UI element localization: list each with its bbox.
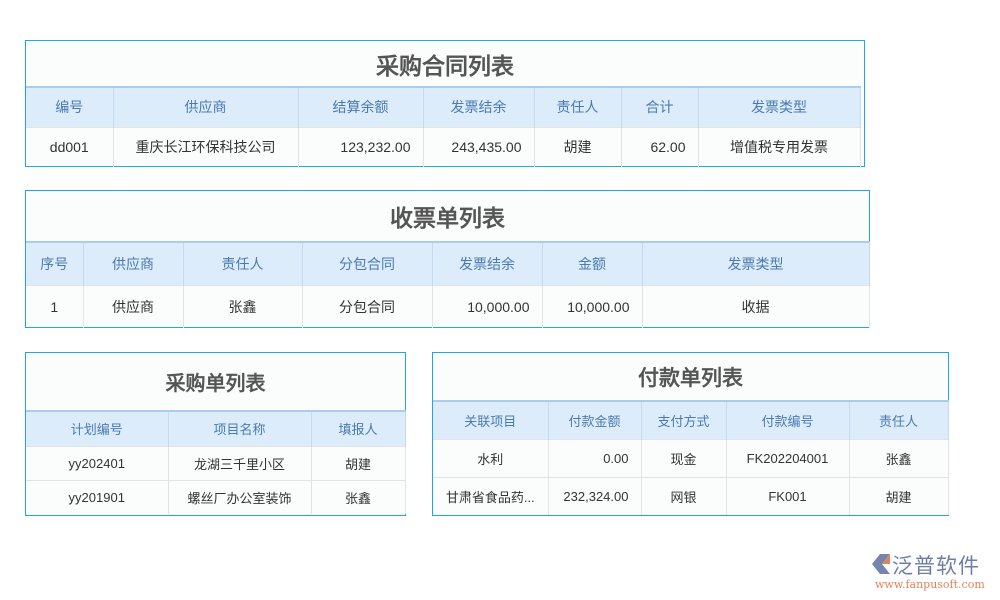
- table-cell: 分包合同: [302, 284, 433, 328]
- table-cell: 10,000.00: [542, 284, 643, 328]
- column-header[interactable]: 分包合同: [302, 241, 433, 285]
- logo-mark-icon: [872, 554, 890, 574]
- table-cell: 张鑫: [311, 479, 406, 514]
- column-header[interactable]: 金额: [542, 241, 643, 285]
- column-header[interactable]: 发票结余: [423, 86, 535, 127]
- table-cell: 243,435.00: [423, 126, 535, 167]
- purchase-contracts-table: 编号 供应商 结算余额 发票结余 责任人 合计 发票类型 dd001 重庆长江环保科技公司 123…: [26, 86, 861, 167]
- column-header[interactable]: 责任人: [849, 400, 949, 439]
- column-header[interactable]: 合计: [621, 86, 699, 127]
- table-cell: 胡建: [849, 476, 949, 515]
- table-header-row: 关联项目 付款金额 支付方式 付款编号 责任人: [433, 400, 949, 439]
- table-cell: FK202204001: [726, 438, 850, 477]
- table-cell: 水利: [433, 438, 549, 477]
- table-row[interactable]: dd001 重庆长江环保科技公司 123,232.00 243,435.00 胡建 62.…: [26, 126, 861, 167]
- panel-title: 采购合同列表: [26, 41, 864, 86]
- table-cell: 收据: [642, 284, 870, 328]
- column-header[interactable]: 付款金额: [548, 400, 642, 439]
- table-cell: 胡建: [311, 445, 406, 480]
- payments-panel: 付款单列表 关联项目 付款金额 支付方式 付款编号 责任人 水利 0.00 现金 FK20220…: [432, 352, 949, 516]
- purchase-orders-table: 计划编号 项目名称 填报人 yy202401 龙湖三千里小区 胡建 yy201901 螺丝厂办…: [26, 410, 406, 514]
- column-header[interactable]: 责任人: [183, 241, 303, 285]
- column-header[interactable]: 关联项目: [433, 400, 549, 439]
- table-cell: 0.00: [548, 438, 642, 477]
- column-header[interactable]: 发票类型: [642, 241, 870, 285]
- table-cell: yy201901: [26, 479, 169, 514]
- table-cell: 232,324.00: [548, 476, 642, 515]
- table-row[interactable]: 甘肃省食品药... 232,324.00 网银 FK001 胡建: [433, 476, 949, 515]
- purchase-orders-panel: 采购单列表 计划编号 项目名称 填报人 yy202401 龙湖三千里小区 胡建 yy2019…: [25, 352, 406, 516]
- column-header[interactable]: 计划编号: [26, 410, 169, 446]
- table-cell: yy202401: [26, 445, 169, 480]
- column-header[interactable]: 供应商: [83, 241, 184, 285]
- table-cell: 胡建: [534, 126, 622, 167]
- table-cell: 螺丝厂办公室装饰: [168, 479, 312, 514]
- column-header[interactable]: 发票类型: [698, 86, 861, 127]
- purchase-contracts-panel: 采购合同列表 编号 供应商 结算余额 发票结余 责任人 合计 发票类型 dd001 重庆长江环保…: [25, 40, 865, 167]
- table-cell: 甘肃省食品药...: [433, 476, 549, 515]
- column-header[interactable]: 发票结余: [432, 241, 543, 285]
- table-cell: 62.00: [621, 126, 699, 167]
- table-cell: 网银: [641, 476, 727, 515]
- column-header[interactable]: 责任人: [534, 86, 622, 127]
- table-cell: 1: [26, 284, 84, 328]
- table-cell: 重庆长江环保科技公司: [113, 126, 299, 167]
- logo-name: 泛普软件: [892, 555, 980, 578]
- table-row[interactable]: yy202401 龙湖三千里小区 胡建: [26, 445, 406, 480]
- column-header[interactable]: 支付方式: [641, 400, 727, 439]
- column-header[interactable]: 序号: [26, 241, 84, 285]
- panel-title: 付款单列表: [433, 353, 948, 400]
- payments-table: 关联项目 付款金额 支付方式 付款编号 责任人 水利 0.00 现金 FK202204001 张鑫…: [433, 400, 949, 515]
- column-header[interactable]: 付款编号: [726, 400, 850, 439]
- panel-title: 采购单列表: [26, 353, 405, 410]
- invoice-receipts-table: 序号 供应商 责任人 分包合同 发票结余 金额 发票类型 1 供应商 张鑫 分包合同 10,000.0…: [26, 241, 870, 328]
- table-row[interactable]: 1 供应商 张鑫 分包合同 10,000.00 10,000.00 收据: [26, 284, 870, 328]
- table-cell: 张鑫: [183, 284, 303, 328]
- table-cell: 龙湖三千里小区: [168, 445, 312, 480]
- column-header[interactable]: 编号: [26, 86, 114, 127]
- table-cell: 供应商: [83, 284, 184, 328]
- column-header[interactable]: 结算余额: [298, 86, 424, 127]
- fanpusoft-logo: 泛普软件 www.fanpusoft.com: [870, 550, 995, 595]
- table-header-row: 序号 供应商 责任人 分包合同 发票结余 金额 发票类型: [26, 241, 870, 285]
- table-cell: 张鑫: [849, 438, 949, 477]
- table-cell: FK001: [726, 476, 850, 515]
- table-cell: 123,232.00: [298, 126, 424, 167]
- table-cell: 现金: [641, 438, 727, 477]
- column-header[interactable]: 供应商: [113, 86, 299, 127]
- table-row[interactable]: yy201901 螺丝厂办公室装饰 张鑫: [26, 479, 406, 514]
- table-header-row: 计划编号 项目名称 填报人: [26, 410, 406, 446]
- invoice-receipts-panel: 收票单列表 序号 供应商 责任人 分包合同 发票结余 金额 发票类型 1 供应商 张鑫 分包合同 10…: [25, 190, 870, 328]
- table-cell: dd001: [26, 126, 114, 167]
- table-cell: 10,000.00: [432, 284, 543, 328]
- panel-title: 收票单列表: [26, 191, 869, 241]
- table-cell: 增值税专用发票: [698, 126, 861, 167]
- table-row[interactable]: 水利 0.00 现金 FK202204001 张鑫: [433, 438, 949, 477]
- table-header-row: 编号 供应商 结算余额 发票结余 责任人 合计 发票类型: [26, 86, 861, 127]
- logo-url: www.fanpusoft.com: [875, 578, 985, 591]
- column-header[interactable]: 项目名称: [168, 410, 312, 446]
- column-header[interactable]: 填报人: [311, 410, 406, 446]
